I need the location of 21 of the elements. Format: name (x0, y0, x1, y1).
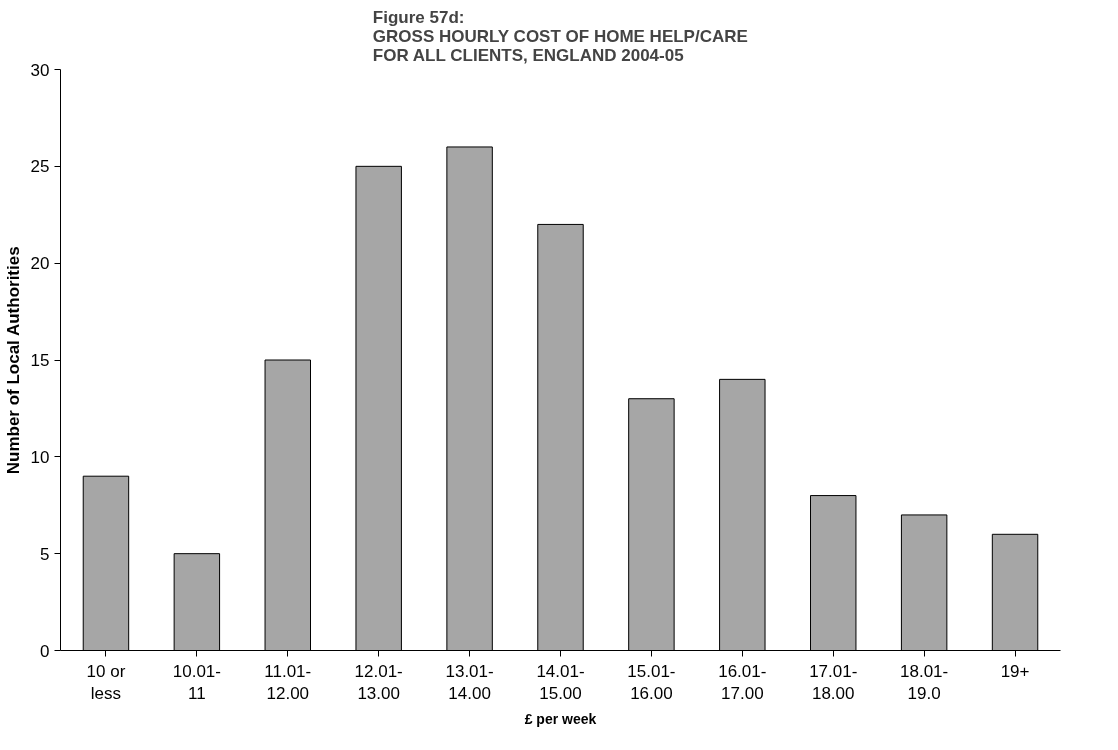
y-tick-label: 20 (30, 254, 50, 274)
x-tick-label: 17.01- 18.00 (809, 661, 858, 704)
y-tick-label: 30 (30, 60, 50, 80)
x-tick-label: 19+ (1000, 661, 1030, 681)
x-tick-label: 11.01- 12.00 (264, 661, 312, 704)
y-tick-label: 25 (30, 157, 50, 177)
x-axis-title: £ per week (524, 711, 597, 728)
x-tick-label: 14.01- 15.00 (536, 661, 585, 704)
y-tick-label: 10 (30, 447, 50, 467)
y-axis-title: Number of Local Authorities (3, 246, 23, 475)
x-tick-label: 18.01- 19.0 (900, 661, 949, 704)
y-tick-label: 5 (40, 544, 50, 564)
y-tick-label: 15 (30, 351, 50, 370)
chart-title: Figure 57d: GROSS HOURLY COST OF HOME HELP/CARE FOR ALL CLIENTS, ENGLAND 2004-05 (372, 7, 748, 65)
x-tick-label: 15.01- 16.00 (627, 661, 676, 704)
x-tick-label: 10.01- 11 (172, 661, 221, 704)
x-tick-label: 12.01- 13.00 (354, 661, 403, 704)
x-tick-label: 10 or less (86, 661, 126, 704)
x-tick-label: 16.01- 17.00 (718, 661, 767, 704)
x-tick-label: 13.01- 14.00 (445, 661, 494, 704)
y-tick-label: 0 (40, 641, 50, 661)
